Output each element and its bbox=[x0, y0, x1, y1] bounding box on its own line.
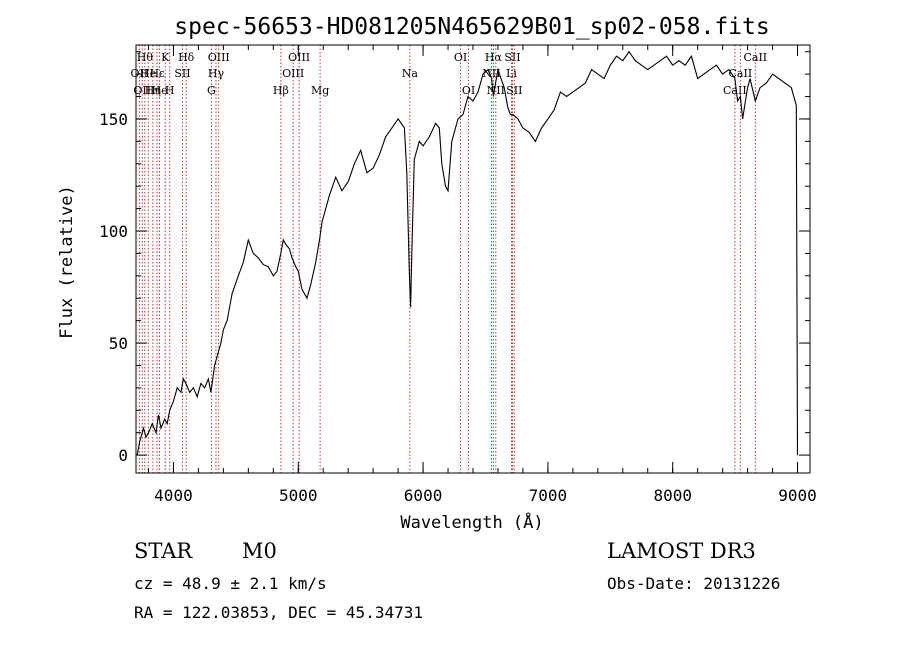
line-marker-label-26: SII bbox=[506, 84, 522, 97]
line-marker-label-7: K bbox=[161, 51, 170, 64]
line-marker-label-23: NII bbox=[487, 84, 505, 97]
line-marker-label-22: Hα bbox=[485, 51, 503, 64]
coordinates: RA = 122.03853, DEC = 45.34731 bbox=[134, 603, 423, 622]
line-marker-label-13: OIII bbox=[208, 51, 230, 64]
line-marker-label-19: OI bbox=[454, 51, 467, 64]
line-marker-label-15: OIII bbox=[282, 67, 304, 80]
line-marker-label-6: He bbox=[152, 84, 168, 97]
line-marker-label-3: He bbox=[140, 67, 156, 80]
line-marker-label-24: Li bbox=[506, 67, 517, 80]
line-marker-label-12: Hγ bbox=[208, 67, 225, 80]
x-tick-label: 8000 bbox=[653, 486, 692, 505]
line-marker-label-2: Hθ bbox=[137, 51, 154, 64]
observation-date: Obs-Date: 20131226 bbox=[607, 574, 781, 593]
line-marker-label-18: Na bbox=[402, 67, 419, 80]
line-marker-label-14: Hβ bbox=[273, 84, 289, 97]
x-tick-label: 6000 bbox=[404, 486, 443, 505]
x-tick-label: 4000 bbox=[154, 486, 193, 505]
line-marker-label-16: OIII bbox=[288, 51, 310, 64]
line-marker-label-5: Hε bbox=[149, 67, 165, 80]
object-subclass: M0 bbox=[242, 539, 277, 563]
line-marker-label-28: CaII bbox=[729, 67, 753, 80]
y-tick-label: 150 bbox=[99, 110, 128, 129]
x-axis-label: Wavelength (Å) bbox=[400, 511, 543, 533]
line-marker-label-27: CaII bbox=[723, 84, 747, 97]
chart-title: spec-56653-HD081205N465629B01_sp02-058.f… bbox=[174, 14, 769, 40]
plot-axes: 4000 5000 6000 7000 8000 9000 0 50 100 150 bbox=[99, 44, 817, 505]
survey-name: LAMOST DR3 bbox=[607, 539, 756, 563]
y-tick-label: 0 bbox=[118, 446, 128, 465]
flux-series-line bbox=[136, 50, 799, 456]
line-marker-label-29: CaII bbox=[743, 51, 767, 64]
y-tick-label: 100 bbox=[99, 222, 128, 241]
spectral-line-markers: OIIOIIHθHeHηHεHeKHSIIHδGHγOIIIHβOIIIOIII… bbox=[131, 45, 767, 473]
redshift-cz: cz = 48.9 ± 2.1 km/s bbox=[134, 574, 327, 593]
line-marker-label-11: G bbox=[207, 84, 216, 97]
line-marker-label-17: Mg bbox=[311, 84, 329, 97]
y-tick-label: 50 bbox=[109, 334, 128, 353]
y-axis-label: Flux (relative) bbox=[57, 185, 77, 339]
line-marker-label-9: SII bbox=[174, 67, 190, 80]
line-marker-label-8: H bbox=[165, 84, 175, 97]
plot-frame bbox=[135, 44, 811, 474]
x-tick-label: 7000 bbox=[529, 486, 568, 505]
line-marker-label-20: OI bbox=[462, 84, 475, 97]
object-class: STAR bbox=[134, 539, 193, 563]
line-marker-label-1: OII bbox=[133, 84, 151, 97]
line-marker-label-10: Hδ bbox=[178, 51, 195, 64]
line-marker-label-0: OII bbox=[131, 67, 149, 80]
x-tick-label: 5000 bbox=[279, 486, 318, 505]
line-marker-label-25: SII bbox=[504, 51, 520, 64]
x-tick-label: 9000 bbox=[778, 486, 817, 505]
